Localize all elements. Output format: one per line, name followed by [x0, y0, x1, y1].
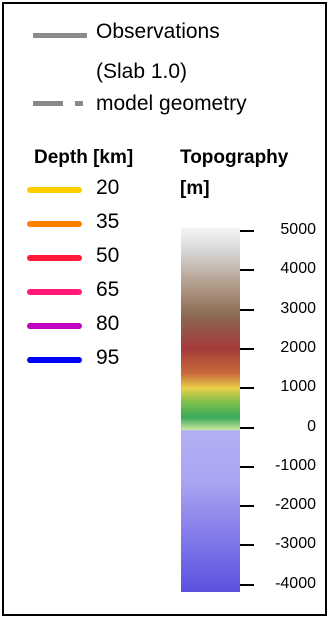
topography-tick-mark: [240, 269, 254, 271]
topography-tick-mark: [240, 505, 254, 507]
depth-line-swatch: [27, 187, 82, 193]
topography-colorbar: [181, 228, 240, 592]
depth-header: Depth [km]: [34, 147, 134, 168]
depth-value-label: 50: [96, 244, 120, 267]
topography-header: Topography: [180, 147, 289, 168]
observations-source-label: (Slab 1.0): [96, 60, 188, 83]
topography-tick-mark: [240, 584, 254, 586]
topography-tick-label: 5000: [280, 221, 316, 238]
topography-tick-mark: [240, 544, 254, 546]
topography-tick-label: 3000: [280, 300, 316, 317]
topography-tick-label: -3000: [275, 535, 316, 552]
depth-value-label: 80: [96, 312, 120, 335]
topography-tick-label: -4000: [275, 575, 316, 592]
depth-value-label: 35: [96, 210, 120, 233]
topography-tick-label: 0: [307, 418, 316, 435]
topography-tick-mark: [240, 230, 254, 232]
model-geometry-label: model geometry: [96, 92, 247, 115]
topography-tick-label: 2000: [280, 339, 316, 356]
topography-unit: [m]: [180, 178, 210, 199]
model-geometry-dash-2: [75, 101, 83, 106]
observations-label: Observations: [96, 20, 220, 43]
topography-tick-mark: [240, 387, 254, 389]
topography-tick-mark: [240, 309, 254, 311]
depth-value-label: 20: [96, 176, 120, 199]
depth-line-swatch: [27, 357, 82, 363]
topography-tick-label: 4000: [280, 260, 316, 277]
topography-tick-mark: [240, 466, 254, 468]
depth-line-swatch: [27, 289, 82, 295]
topography-tick-mark: [240, 348, 254, 350]
depth-line-swatch: [27, 323, 82, 329]
topography-tick-label: -1000: [275, 457, 316, 474]
topography-tick-mark: [240, 427, 254, 429]
depth-line-swatch: [27, 255, 82, 261]
depth-line-swatch: [27, 221, 82, 227]
depth-value-label: 95: [96, 346, 120, 369]
topography-tick-label: -2000: [275, 496, 316, 513]
model-geometry-dash-1: [33, 101, 63, 106]
topography-tick-label: 1000: [280, 378, 316, 395]
depth-value-label: 65: [96, 278, 120, 301]
observations-line-swatch: [33, 33, 87, 38]
